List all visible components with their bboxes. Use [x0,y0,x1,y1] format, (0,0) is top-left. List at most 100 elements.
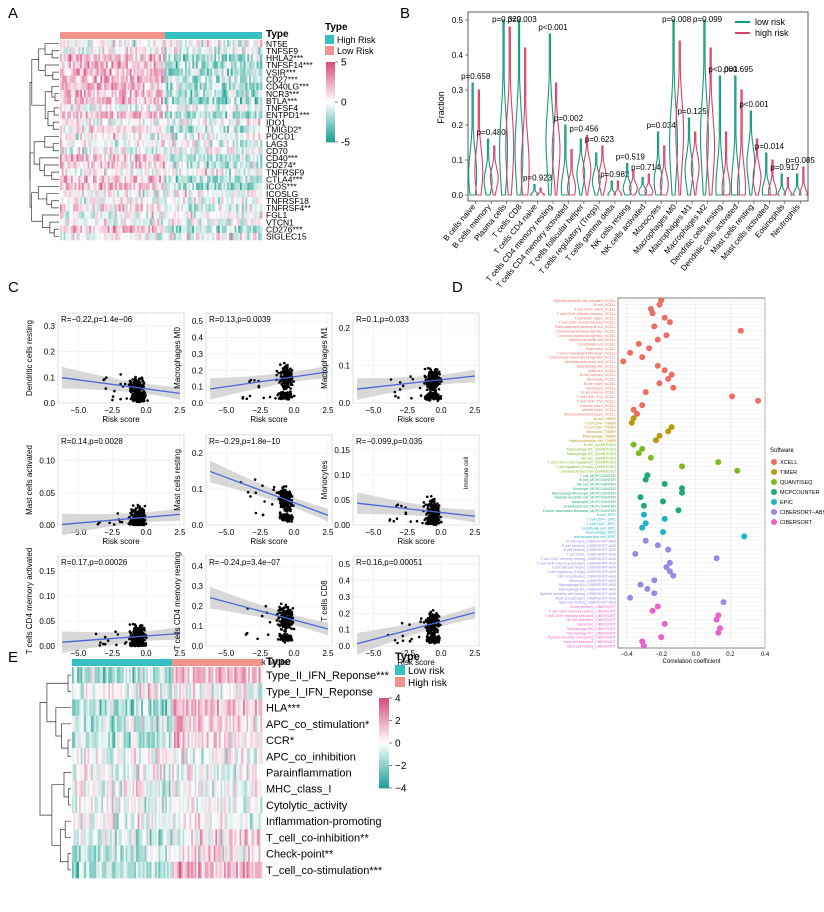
heatmap-cell [227,47,230,55]
heatmap-cell [85,132,88,141]
heatmap-cell [194,175,197,184]
heatmap-cell [107,125,110,134]
heatmap-cell [80,154,83,162]
heatmap-cell [245,104,248,112]
scatter-point [285,512,289,516]
heatmap-cell [227,175,230,184]
heatmap-cell [113,154,116,162]
panel-a-gene-labels: NT5ETNFSF9HHLA2***TNFSF14***VSIR***CD27*… [266,39,313,242]
heatmap-cell [214,147,217,155]
heatmap-cell [138,68,142,77]
heatmap-cell [258,75,261,84]
heatmap-cell [184,147,188,155]
scatter-point [130,518,133,522]
heatmap-cell [135,61,138,69]
heatmap-cell [157,147,160,155]
heatmap-cell [206,182,210,191]
heatmap-cell [113,225,116,234]
heatmap-cell [124,211,127,219]
heatmap-cell [151,147,155,155]
heatmap-cell [74,204,77,212]
scatter-point [280,493,284,497]
heatmap-cell [162,104,166,112]
heatmap-cell [159,218,162,227]
heatmap-cell [142,225,145,234]
heatmap-cell [61,204,65,212]
colorbar-tick-label: 5 [341,58,347,69]
heatmap-cell [260,140,263,148]
violin-shape [659,145,669,196]
colorbar-a-step [326,132,335,135]
heatmap-cell [228,211,232,219]
heatmap-cell [256,125,259,134]
heatmap-cell [82,82,85,91]
heatmap-cell [206,190,210,198]
heatmap-cell [217,68,221,77]
heatmap-cell [188,90,191,98]
heatmap-cell [60,225,63,234]
scatter-point [141,379,144,383]
heatmap-cell [223,161,226,169]
heatmap-cell [228,97,232,105]
heatmap-cell [149,104,153,112]
heatmap-cell [76,175,79,184]
heatmap-cell [113,211,116,219]
heatmap-cell [69,132,72,141]
x-tick-label: −5.0 [365,406,381,415]
heatmap-cell [216,168,219,177]
heatmap-cell [194,90,197,98]
dendrogram-branch [44,64,59,77]
heatmap-cell [109,97,112,105]
heatmap-cell [113,75,116,84]
heatmap-cell [168,168,171,177]
heatmap-cell [91,218,94,227]
heatmap-cell [122,232,125,241]
heatmap-cell [170,140,173,148]
heatmap-cell [184,47,188,55]
heatmap-cell [131,161,134,169]
heatmap-cell [212,90,215,98]
heatmap-cell [144,132,147,141]
heatmap-cell [241,61,244,69]
heatmap-cell [183,90,186,98]
heatmap-cell [179,82,182,91]
heatmap-cell [63,161,66,169]
heatmap-cell [168,47,171,55]
scatter-point [285,493,289,496]
heatmap-cell [138,75,142,84]
heatmap-cell [227,140,230,148]
heatmap-cell [184,68,188,77]
heatmap-cell [83,118,87,127]
heatmap-cell [85,54,88,62]
regression-line [62,513,180,526]
heatmap-cell [61,147,65,155]
heatmap-cell [82,225,85,234]
heatmap-cell [67,190,70,198]
heatmap-cell [212,147,215,155]
heatmap-cell [96,190,99,198]
heatmap-cell [89,68,92,77]
heatmap-cell [197,132,200,141]
heatmap-cell [172,197,175,205]
scatter-point [438,372,441,376]
heatmap-cell [153,61,156,69]
heatmap-cell [111,118,114,127]
dendrogram-branch [51,200,59,209]
heatmap-cell [221,40,224,48]
scatter-point [284,373,288,377]
colorbar-a-step [326,120,335,123]
scatter-point [428,375,431,379]
heatmap-cell [83,168,87,177]
heatmap-cell [241,97,244,105]
heatmap-cell [173,140,177,148]
heatmap-cell [247,111,250,119]
heatmap-cell [71,197,74,205]
heatmap-cell [232,225,235,234]
scatter-point [279,363,282,366]
heatmap-cell [186,161,189,169]
heatmap-cell [82,147,85,155]
violin-shape [721,131,731,196]
dendrogram-branch [43,164,59,177]
heatmap-cell [188,111,191,119]
heatmap-cell [175,75,178,84]
